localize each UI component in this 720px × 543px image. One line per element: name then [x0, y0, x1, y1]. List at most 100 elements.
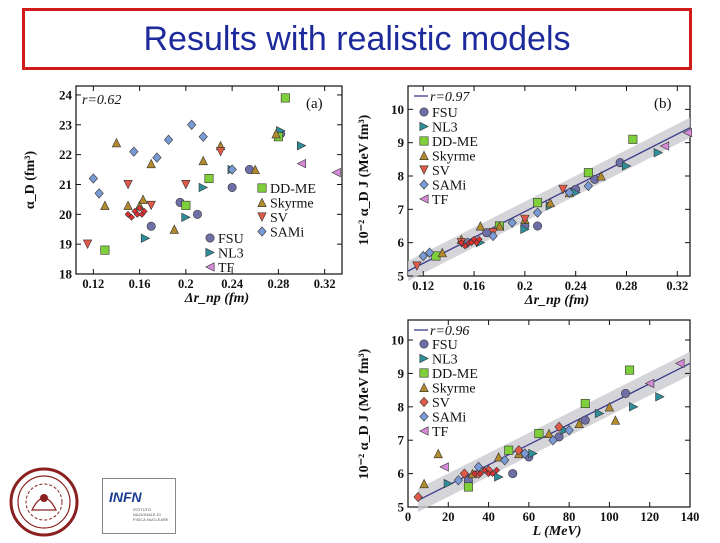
data-point-skyrme — [596, 171, 606, 181]
legend-label: SV — [432, 396, 450, 411]
y-tick-label: 10 — [391, 102, 404, 117]
legend-marker — [419, 339, 429, 349]
legend-label: TF — [432, 193, 449, 208]
x-axis-label: L (MeV) — [532, 524, 582, 539]
legend-label: NL3 — [432, 353, 458, 368]
data-point-sami — [453, 475, 463, 486]
legend-marker — [419, 194, 429, 204]
y-tick-label: 8 — [398, 169, 405, 184]
y-tick-label: 9 — [398, 366, 405, 381]
legend-marker — [419, 179, 429, 190]
y-tick-label: 7 — [398, 202, 405, 217]
data-point-redsmall — [457, 239, 465, 247]
x-tick-label: 0.32 — [666, 279, 688, 293]
data-point-fsu — [554, 432, 564, 442]
data-point-fsu — [508, 469, 518, 479]
data-point-skyrme — [198, 155, 208, 166]
data-point-skyrme — [604, 401, 615, 412]
y-tick-label: 8 — [398, 399, 405, 414]
infn-logo: INFN ISTITUTO NAZIONALE DI FISICA NUCLEA… — [102, 478, 176, 534]
correlation-label: r=0.62 — [82, 93, 121, 108]
data-point-dd-me — [504, 445, 514, 455]
data-point-nl3 — [297, 140, 307, 151]
data-point-sv — [459, 468, 470, 479]
x-tick-label: 0 — [405, 510, 411, 524]
data-point-skyrme — [169, 224, 179, 234]
data-point-nl3 — [443, 478, 454, 489]
y-axis-label: 10⁻² α_D J (MeV fm³) — [357, 348, 372, 479]
legend-label: SAMi — [270, 226, 304, 241]
x-tick-label: 60 — [523, 510, 536, 524]
x-tick-label: 100 — [600, 510, 619, 524]
data-point-sami — [564, 187, 574, 198]
legend-label: SAMi — [432, 411, 466, 426]
x-axis-label: Δr_np (fm) — [524, 293, 589, 308]
data-point-sv — [123, 179, 133, 190]
data-point-nl3 — [621, 161, 632, 171]
data-point-fsu — [227, 182, 237, 192]
correlation-label: r=0.97 — [430, 90, 470, 105]
legend-label: Skyrme — [270, 197, 314, 212]
data-point-dd-me — [534, 429, 544, 439]
data-point-sv — [412, 261, 422, 271]
data-point-nl3 — [140, 233, 151, 243]
data-point-skyrme — [123, 200, 133, 210]
y-tick-label: 23 — [59, 117, 73, 132]
data-point-sami — [187, 119, 197, 130]
page-title: Results with realistic models — [143, 19, 571, 58]
x-tick-label: 0.16 — [463, 279, 485, 293]
data-point-sv — [146, 200, 156, 211]
legend-marker — [419, 426, 429, 436]
legend-label: FSU — [432, 106, 458, 121]
y-tick-label: 7 — [398, 433, 405, 448]
data-point-sami — [520, 448, 530, 459]
x-tick-label: 140 — [681, 510, 700, 524]
x-tick-label: 0.32 — [314, 277, 336, 291]
data-point-sv — [181, 179, 191, 190]
x-tick-label: 0.2 — [517, 279, 533, 293]
legend-marker — [419, 107, 429, 117]
data-point-sami — [500, 455, 510, 466]
chart-panel-c: 0 20 40 60 80 100 120 140 5 6 7 8 9 10 L (MeV) 10⁻² α_D… — [357, 319, 700, 539]
x-tick-label: 40 — [482, 510, 495, 524]
legend-label: DD-ME — [432, 135, 478, 150]
data-point-dd-me — [100, 245, 110, 255]
x-tick-label: 20 — [442, 510, 455, 524]
data-point-nl3 — [594, 408, 605, 419]
legend-marker — [257, 197, 267, 207]
data-point-sami — [198, 131, 208, 142]
data-point-sv — [520, 214, 530, 225]
data-point-fsu — [146, 221, 156, 231]
chart-panel-a: 0.12 0.16 0.2 0.24 0.28 0.32 18 19 20 21 22 23 24 Δr_… — [23, 85, 343, 306]
data-point-fsu — [621, 388, 631, 398]
data-point-sami — [94, 188, 104, 199]
y-tick-label: 18 — [59, 267, 73, 282]
data-point-tf — [644, 378, 655, 389]
data-point-dd-me — [204, 174, 214, 184]
x-tick-label: 0.12 — [82, 277, 104, 291]
legend-marker — [205, 262, 215, 272]
data-point-skyrme — [493, 452, 504, 462]
legend-label: FSU — [432, 338, 458, 353]
legend-label: DD-ME — [432, 367, 478, 382]
data-point-redsmall — [471, 470, 478, 478]
x-tick-label: 0.12 — [412, 279, 434, 293]
data-point-skyrme — [146, 158, 156, 169]
x-tick-label: 0.24 — [221, 277, 244, 291]
data-point-redsmall — [140, 207, 148, 215]
legend-marker — [419, 411, 429, 422]
data-point-sami — [532, 207, 543, 218]
data-point-sami — [129, 146, 139, 157]
y-axis-label: α_D (fm³) — [23, 151, 38, 210]
data-point-tf — [675, 358, 685, 369]
data-point-redsmall — [128, 213, 135, 221]
data-point-skyrme — [138, 194, 148, 204]
infn-logo-subtitle: ISTITUTO NAZIONALE DI FISICA NUCLEARE — [133, 507, 169, 522]
y-tick-label: 5 — [398, 269, 405, 284]
legend-marker — [257, 212, 267, 222]
data-point-sv — [554, 421, 564, 433]
x-tick-label: 0.2 — [178, 277, 194, 291]
data-point-sami — [507, 217, 517, 228]
legend-marker — [419, 382, 429, 393]
